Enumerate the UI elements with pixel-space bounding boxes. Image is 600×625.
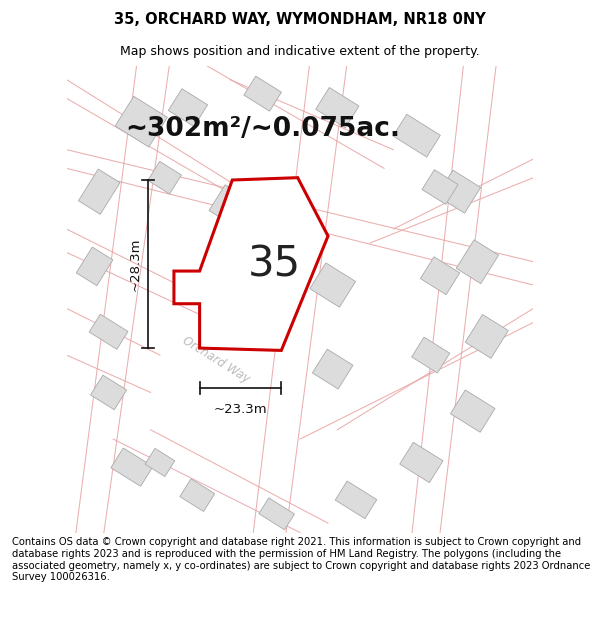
- Polygon shape: [115, 96, 167, 147]
- Text: Orchard Way: Orchard Way: [180, 334, 252, 386]
- Polygon shape: [335, 481, 377, 519]
- Polygon shape: [76, 247, 113, 286]
- Polygon shape: [316, 88, 359, 128]
- Polygon shape: [91, 375, 127, 410]
- Polygon shape: [393, 114, 440, 157]
- Polygon shape: [89, 314, 128, 349]
- Polygon shape: [451, 390, 495, 432]
- Polygon shape: [437, 170, 481, 213]
- Text: ~28.3m: ~28.3m: [128, 238, 141, 291]
- Text: 35, ORCHARD WAY, WYMONDHAM, NR18 0NY: 35, ORCHARD WAY, WYMONDHAM, NR18 0NY: [114, 12, 486, 27]
- Polygon shape: [313, 349, 353, 389]
- Polygon shape: [421, 257, 460, 294]
- Polygon shape: [168, 89, 208, 127]
- Polygon shape: [145, 448, 175, 477]
- Polygon shape: [244, 76, 281, 111]
- Polygon shape: [180, 479, 215, 511]
- Polygon shape: [209, 185, 251, 227]
- Polygon shape: [148, 161, 181, 194]
- Text: Contains OS data © Crown copyright and database right 2021. This information is : Contains OS data © Crown copyright and d…: [12, 538, 590, 582]
- Polygon shape: [259, 498, 295, 530]
- Polygon shape: [79, 169, 120, 214]
- Text: Map shows position and indicative extent of the property.: Map shows position and indicative extent…: [120, 45, 480, 58]
- Polygon shape: [174, 177, 328, 351]
- Polygon shape: [412, 337, 450, 373]
- Polygon shape: [465, 314, 508, 358]
- Polygon shape: [422, 170, 458, 204]
- Polygon shape: [456, 240, 499, 284]
- Polygon shape: [111, 448, 153, 486]
- Text: ~23.3m: ~23.3m: [214, 402, 267, 416]
- Polygon shape: [400, 442, 443, 483]
- Text: 35: 35: [248, 243, 301, 285]
- Polygon shape: [310, 263, 356, 308]
- Text: ~302m²/~0.075ac.: ~302m²/~0.075ac.: [125, 116, 400, 142]
